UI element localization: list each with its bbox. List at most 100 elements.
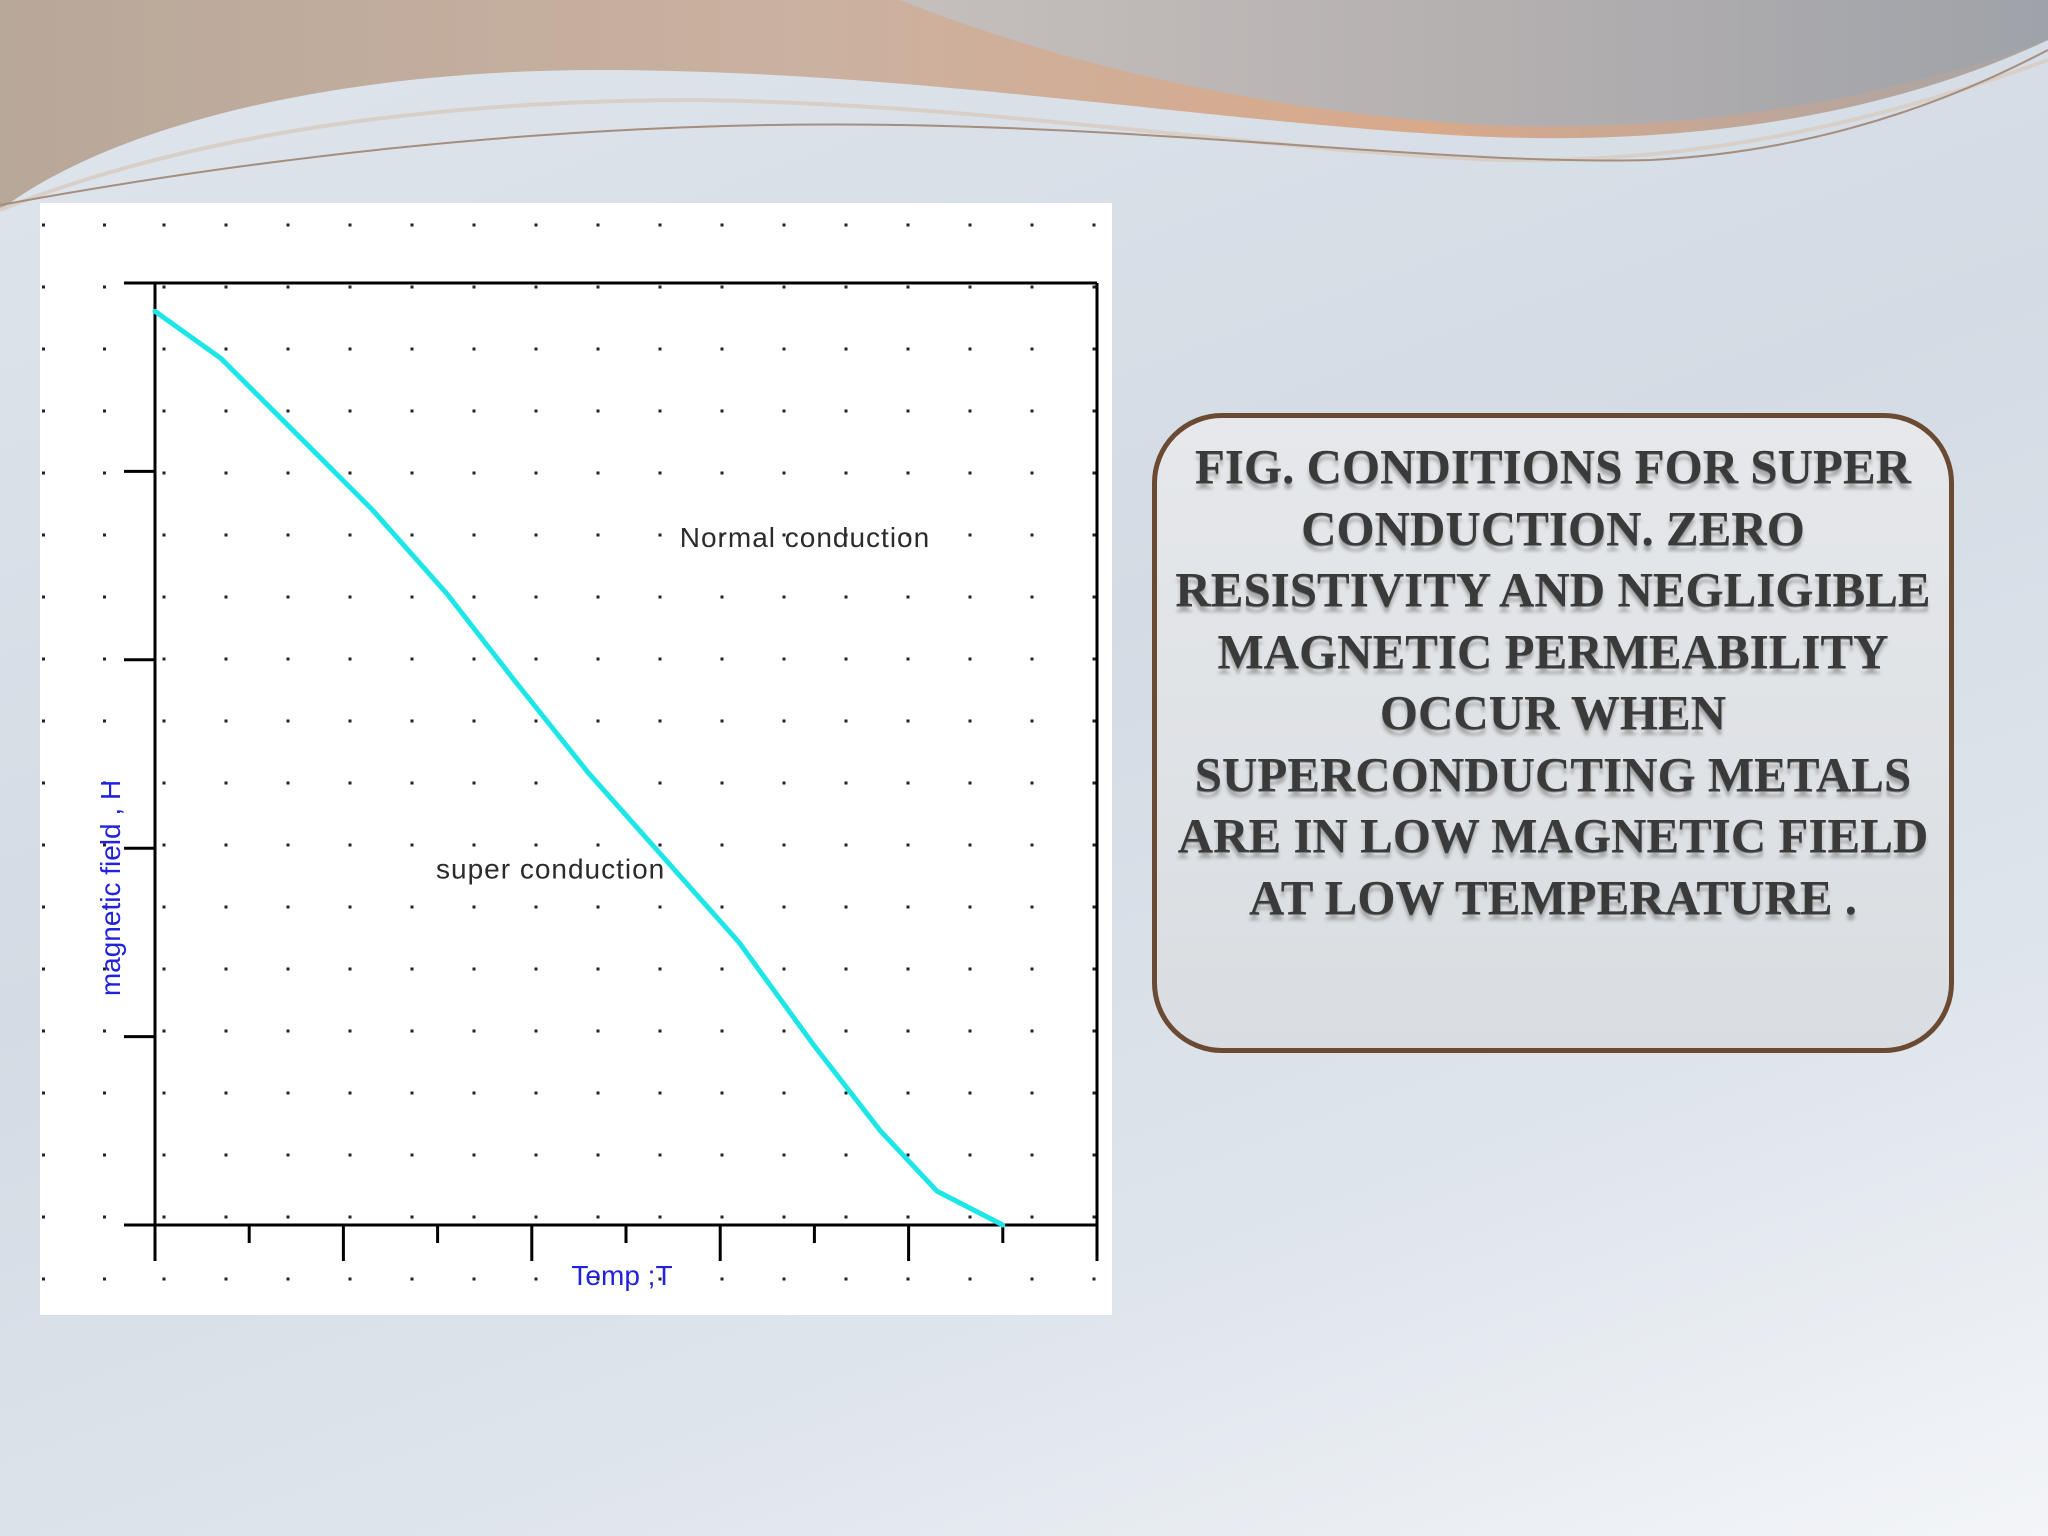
grid-dot — [906, 471, 910, 475]
grid-dot — [162, 285, 166, 289]
grid-dot — [844, 843, 848, 847]
grid-dot — [782, 533, 786, 537]
grid-dot — [224, 1277, 228, 1281]
grid-dot — [103, 905, 106, 909]
grid-dot — [844, 719, 848, 723]
grid-dot — [472, 1153, 476, 1157]
grid-dot — [103, 595, 106, 599]
grid-dot — [1030, 1029, 1034, 1033]
grid-dot — [534, 905, 538, 909]
grid-dot — [782, 409, 786, 413]
grid-dot — [162, 1277, 166, 1281]
grid-dot — [472, 409, 476, 413]
grid-dot — [162, 595, 166, 599]
grid-dot — [348, 1091, 352, 1095]
grid-dot — [906, 781, 910, 785]
grid-dot — [1092, 533, 1096, 537]
grid-dot — [286, 1029, 290, 1033]
grid-dot — [782, 781, 786, 785]
grid-dot — [906, 409, 910, 413]
grid-dot — [844, 657, 848, 661]
grid-dot — [844, 1215, 848, 1219]
grid-dot — [162, 1029, 166, 1033]
grid-dot — [720, 223, 724, 227]
grid-dot — [596, 843, 600, 847]
grid-dot — [348, 533, 352, 537]
grid-dot — [658, 533, 662, 537]
grid-dot — [596, 595, 600, 599]
grid-dot — [968, 843, 972, 847]
grid-dot — [782, 1277, 786, 1281]
grid-dot — [844, 1277, 848, 1281]
grid-dot — [782, 1215, 786, 1219]
grid-dot — [42, 1277, 45, 1281]
grid-dot — [162, 719, 166, 723]
grid-dot — [720, 1091, 724, 1095]
grid-dot — [1092, 1091, 1096, 1095]
grid-dot — [658, 781, 662, 785]
grid-dot — [720, 533, 724, 537]
grid-dot — [844, 1153, 848, 1157]
grid-dot — [224, 471, 228, 475]
grid-dot — [286, 471, 290, 475]
grid-dot — [782, 471, 786, 475]
grid-dot — [410, 285, 414, 289]
grid-dot — [1030, 1215, 1034, 1219]
grid-dot — [103, 1091, 106, 1095]
grid-dot — [658, 1215, 662, 1219]
grid-dot — [103, 285, 106, 289]
grid-dot — [1030, 843, 1034, 847]
grid-dot — [1030, 1091, 1034, 1095]
grid-dot — [286, 533, 290, 537]
grid-dot — [472, 1091, 476, 1095]
grid-dot — [472, 967, 476, 971]
grid-dot — [844, 595, 848, 599]
grid-dot — [472, 471, 476, 475]
grid-dot — [103, 409, 106, 413]
grid-dot — [906, 657, 910, 661]
grid-dot — [472, 595, 476, 599]
grid-dot — [782, 843, 786, 847]
grid-dot — [348, 285, 352, 289]
grid-dot — [42, 1153, 45, 1157]
grid-dot — [1092, 1215, 1096, 1219]
grid-dot — [410, 1029, 414, 1033]
grid-dot — [906, 719, 910, 723]
grid-dot — [968, 657, 972, 661]
grid-dot — [906, 967, 910, 971]
grid-dot — [596, 1153, 600, 1157]
grid-dot — [348, 1215, 352, 1219]
grid-dot — [968, 905, 972, 909]
grid-dot — [224, 595, 228, 599]
grid-dot — [42, 905, 45, 909]
grid-dot — [410, 471, 414, 475]
grid-dot — [472, 1215, 476, 1219]
grid-dot — [103, 967, 106, 971]
grid-dot — [782, 967, 786, 971]
grid-dot — [844, 905, 848, 909]
grid-dot — [906, 843, 910, 847]
grid-dot — [410, 1215, 414, 1219]
grid-dot — [658, 1153, 662, 1157]
caption-box: FIG. CONDITIONS FOR SUPER CONDUCTION. ZE… — [1152, 413, 1954, 1053]
grid-dot — [410, 595, 414, 599]
grid-dot — [410, 905, 414, 909]
grid-dot — [224, 843, 228, 847]
grid-dot — [1092, 967, 1096, 971]
grid-dot — [720, 595, 724, 599]
grid-dot — [596, 1091, 600, 1095]
grid-dot — [782, 905, 786, 909]
grid-dot — [103, 843, 106, 847]
grid-dot — [1030, 347, 1034, 351]
grid-dot — [42, 471, 45, 475]
grid-dot — [472, 719, 476, 723]
grid-dot — [720, 843, 724, 847]
grid-dot — [968, 1277, 972, 1281]
grid-dot — [658, 657, 662, 661]
grid-dot — [658, 719, 662, 723]
grid-dot — [1030, 223, 1034, 227]
grid-dot — [658, 595, 662, 599]
grid-dot — [1092, 223, 1096, 227]
grid-dot — [162, 409, 166, 413]
grid-dot — [1030, 657, 1034, 661]
